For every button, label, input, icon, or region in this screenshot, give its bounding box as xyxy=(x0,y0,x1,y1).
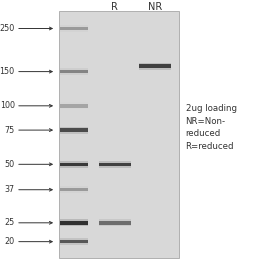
Bar xyxy=(60,127,88,134)
Text: NR: NR xyxy=(148,2,162,12)
Text: R: R xyxy=(111,2,118,12)
Text: 20: 20 xyxy=(5,237,15,246)
Bar xyxy=(139,64,171,68)
Bar xyxy=(99,221,131,225)
Bar xyxy=(60,102,88,109)
Bar xyxy=(60,25,88,32)
Text: 100: 100 xyxy=(0,101,15,110)
Bar xyxy=(60,240,88,243)
Text: 50: 50 xyxy=(5,160,15,169)
Bar xyxy=(60,186,88,193)
Text: 150: 150 xyxy=(0,67,15,76)
Text: 75: 75 xyxy=(5,126,15,135)
Bar xyxy=(60,128,88,132)
Bar xyxy=(99,161,131,168)
Text: 37: 37 xyxy=(5,185,15,194)
Bar xyxy=(60,104,88,107)
Bar xyxy=(60,68,88,75)
Bar xyxy=(99,219,131,226)
Text: 2ug loading
NR=Non-
reduced
R=reduced: 2ug loading NR=Non- reduced R=reduced xyxy=(186,105,237,151)
Bar xyxy=(60,238,88,245)
Text: 25: 25 xyxy=(5,218,15,227)
Bar xyxy=(59,11,179,258)
Bar xyxy=(99,163,131,166)
Bar xyxy=(60,161,88,168)
Bar xyxy=(60,188,88,192)
Text: 250: 250 xyxy=(0,24,15,33)
Bar xyxy=(60,27,88,30)
Bar xyxy=(60,219,88,226)
Bar xyxy=(60,221,88,225)
Bar xyxy=(139,63,171,70)
Bar xyxy=(60,163,88,166)
Bar xyxy=(60,70,88,73)
